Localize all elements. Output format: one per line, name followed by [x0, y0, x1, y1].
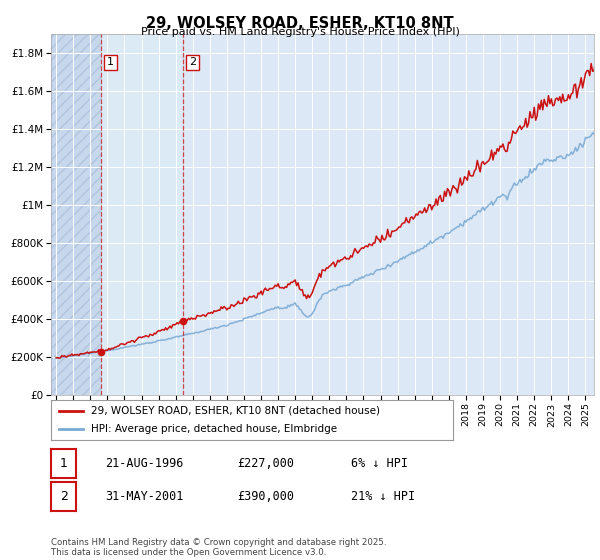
Text: 1: 1 — [59, 456, 68, 470]
Bar — [101, 34, 183, 395]
Text: 21-AUG-1996: 21-AUG-1996 — [105, 456, 184, 470]
Bar — [51, 34, 101, 395]
Text: 31-MAY-2001: 31-MAY-2001 — [105, 489, 184, 503]
Text: 2: 2 — [59, 489, 68, 503]
Text: 21% ↓ HPI: 21% ↓ HPI — [351, 489, 415, 503]
Text: 6% ↓ HPI: 6% ↓ HPI — [351, 456, 408, 470]
Text: 2: 2 — [189, 58, 196, 68]
Text: HPI: Average price, detached house, Elmbridge: HPI: Average price, detached house, Elmb… — [91, 424, 337, 434]
Text: 29, WOLSEY ROAD, ESHER, KT10 8NT: 29, WOLSEY ROAD, ESHER, KT10 8NT — [146, 16, 454, 31]
Text: 29, WOLSEY ROAD, ESHER, KT10 8NT (detached house): 29, WOLSEY ROAD, ESHER, KT10 8NT (detach… — [91, 406, 380, 416]
Text: £390,000: £390,000 — [237, 489, 294, 503]
Text: 1: 1 — [107, 58, 114, 68]
Text: Contains HM Land Registry data © Crown copyright and database right 2025.
This d: Contains HM Land Registry data © Crown c… — [51, 538, 386, 557]
Text: Price paid vs. HM Land Registry's House Price Index (HPI): Price paid vs. HM Land Registry's House … — [140, 27, 460, 37]
Text: £227,000: £227,000 — [237, 456, 294, 470]
